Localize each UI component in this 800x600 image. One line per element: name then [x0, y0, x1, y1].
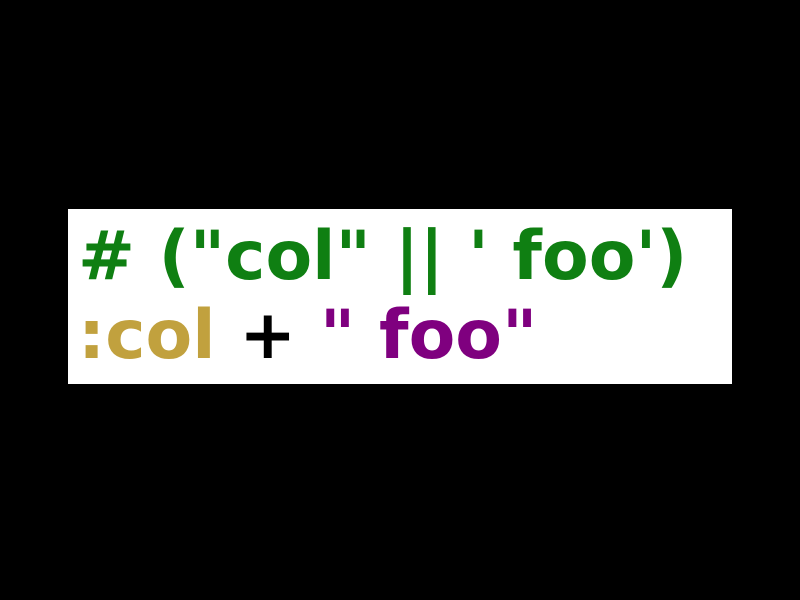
comment-token: # ("col" || ' foo')	[78, 217, 688, 296]
code-line-2: :col + " foo"	[78, 302, 537, 370]
code-line-1: # ("col" || ' foo')	[78, 223, 687, 291]
string-token: " foo"	[319, 296, 538, 375]
whitespace	[296, 296, 320, 375]
whitespace	[216, 296, 240, 375]
code-snippet-box: # ("col" || ' foo') :col + " foo"	[68, 209, 732, 384]
operator-token: +	[239, 296, 297, 375]
symbol-token: :col	[78, 296, 216, 375]
